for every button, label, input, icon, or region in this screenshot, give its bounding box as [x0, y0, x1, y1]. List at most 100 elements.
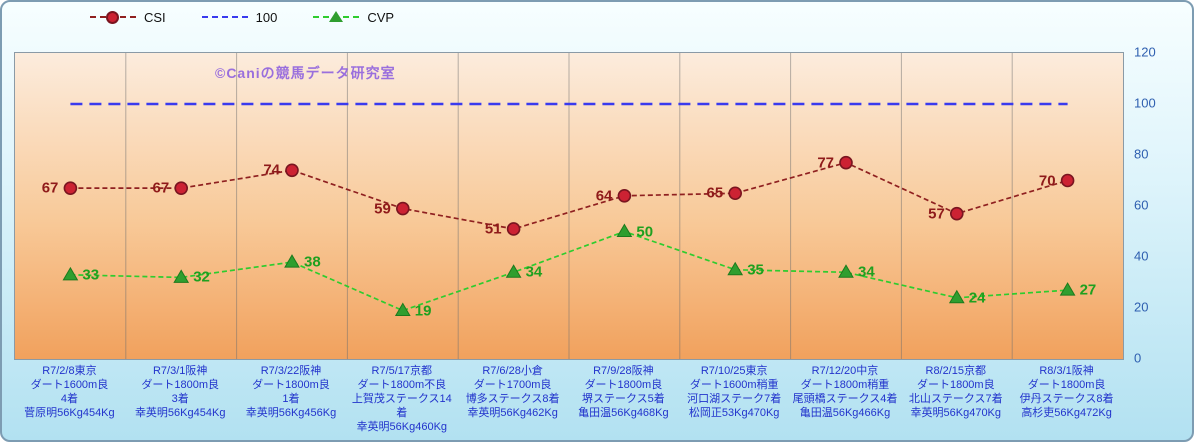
csi-marker — [617, 189, 632, 203]
csi-value-label: 57 — [928, 205, 945, 223]
csi-line-marker-icon — [90, 10, 136, 25]
x-category-label: R8/2/15京都 ダート1800m良 北山ステークス7着 幸英明56Kg470Kg — [900, 364, 1011, 434]
y-tick-label: 20 — [1134, 299, 1149, 315]
x-category-line: R7/3/22阪神 — [260, 365, 322, 377]
x-category-line: R7/2/8東京 — [42, 365, 97, 377]
y-tick-label: 80 — [1134, 146, 1149, 162]
y-tick-label: 0 — [1134, 350, 1142, 366]
cvp-marker — [948, 289, 965, 304]
cvp-marker — [284, 254, 300, 268]
x-category-line: 3着 — [171, 393, 189, 405]
x-category-line: R7/9/28阪神 — [593, 365, 654, 377]
x-category-line: 幸英明56Kg456Kg — [245, 407, 337, 419]
x-category-line: ダート1800m良 — [141, 379, 220, 391]
cvp-value-label: 32 — [193, 268, 210, 286]
csi-value-label: 59 — [374, 200, 391, 218]
x-category-line: 河口湖ステーク7着 — [687, 393, 782, 405]
x-category-line: R8/2/15京都 — [925, 365, 987, 377]
watermark: ©Caniの競馬データ研究室 — [215, 65, 396, 81]
x-category-label: R7/12/20中京 ダート1800m稍重 尾頭橋ステークス4着 亀田温56Kg466… — [790, 364, 901, 434]
x-category-line: ダート1600m稍重 — [689, 379, 779, 391]
cvp-marker — [173, 269, 190, 283]
x-category-line: R8/3/1阪神 — [1039, 365, 1094, 377]
x-category-line: 幸英明56Kg462Kg — [467, 407, 558, 419]
x-category-label: R7/6/28小倉 ダート1700m良 博多ステークス8着 幸英明56Kg462Kg — [457, 364, 568, 434]
chart-legend: CSI 100 CVP — [90, 10, 394, 25]
cvp-marker — [394, 302, 411, 317]
x-category-label: R7/2/8東京 ダート1600m良 4着 菅原明56Kg454Kg — [14, 364, 125, 434]
csi-marker — [728, 186, 743, 201]
x-category-line: R7/5/17京都 — [371, 365, 433, 377]
cvp-value-label: 34 — [858, 263, 875, 281]
csi-value-label: 70 — [1038, 172, 1056, 189]
x-category-line: 亀田温56Kg466Kg — [799, 407, 891, 419]
cvp-marker — [505, 264, 522, 278]
y-tick-label: 120 — [1134, 44, 1156, 60]
x-category-line: R7/10/25東京 — [700, 365, 768, 377]
x-category-line: 尾頭橋ステークス4着 — [792, 393, 898, 405]
x-category-line: 4着 — [60, 393, 78, 405]
x-category-label: R7/10/25東京 ダート1600m稍重 河口湖ステーク7着 松岡正53Kg470K… — [679, 364, 790, 434]
x-category-label: R7/9/28阪神 ダート1800m良 堺ステークス5着 亀田温56Kg468Kg — [568, 364, 679, 434]
x-category-line: R7/12/20中京 — [811, 365, 879, 377]
cvp-value-label: 24 — [968, 289, 986, 307]
csi-value-label: 67 — [152, 179, 170, 197]
x-category-line: 幸英明56Kg460Kg — [356, 421, 448, 433]
csi-value-label: 67 — [41, 179, 59, 197]
plot-area: ©Caniの競馬データ研究室 67 67 74 59 51 64 65 77 57 70 33 32 3… — [14, 52, 1124, 360]
cvp-value-label: 34 — [525, 263, 543, 281]
legend-item-csi: CSI — [90, 10, 166, 25]
x-category-label: R7/3/1阪神 ダート1800m良 3着 幸英明56Kg454Kg — [125, 364, 236, 434]
csi-value-label: 64 — [595, 187, 613, 205]
cvp-marker — [727, 261, 744, 276]
x-category-line: ダート1800m不良 — [357, 379, 447, 391]
csi-marker — [506, 222, 521, 236]
cvp-value-label: 27 — [1079, 281, 1097, 299]
x-category-label: R7/3/22阪神 ダート1800m良 1着幸英明56Kg456Kg — [236, 364, 347, 434]
cvp-marker — [616, 223, 633, 237]
x-category-line: 1着 — [282, 393, 300, 405]
chart-canvas — [62, 53, 1076, 359]
ref-line-icon — [201, 10, 248, 25]
x-category-line: 堺ステークス5着 — [581, 393, 665, 405]
x-category-line: 幸英明56Kg470Kg — [910, 407, 1002, 419]
csi-marker — [1060, 173, 1075, 188]
cvp-marker — [838, 264, 854, 278]
x-category-line: ダート1800m良 — [252, 379, 330, 391]
csi-value-label: 77 — [817, 154, 834, 172]
csi-marker — [949, 206, 964, 221]
csi-value-label: 65 — [706, 184, 724, 202]
legend-item-cvp: CVP — [313, 10, 394, 25]
x-category-line: ダート1700m良 — [473, 379, 552, 391]
csi-marker — [395, 201, 410, 216]
x-category-line: 北山ステークス7着 — [908, 393, 1003, 405]
x-category-line: ダート1800m良 — [916, 379, 995, 391]
x-category-line: 菅原明56Kg454Kg — [24, 407, 115, 419]
csi-circle-icon — [106, 11, 119, 24]
x-category-line: 上賀茂ステークス14着 — [351, 393, 452, 419]
cvp-marker — [1059, 282, 1076, 296]
x-category-line: R7/6/28小倉 — [482, 365, 543, 377]
cvp-marker — [62, 266, 79, 281]
csi-value-label: 51 — [484, 220, 502, 238]
csi-marker — [285, 163, 299, 178]
x-category-line: R7/3/1阪神 — [152, 365, 208, 377]
x-category-label: R8/3/1阪神 ダート1800m良 伊丹ステークス8着 高杉吏56Kg472Kg — [1011, 364, 1122, 434]
y-tick-label: 100 — [1134, 95, 1156, 111]
x-category-line: 博多ステークス8着 — [465, 393, 560, 405]
csi-marker — [63, 181, 78, 195]
legend-item-100: 100 — [201, 10, 277, 25]
csi-value-label: 74 — [263, 161, 280, 179]
csi-marker — [174, 181, 188, 195]
x-category-line: 伊丹ステークス8着 — [1019, 393, 1114, 405]
cvp-value-label: 50 — [636, 223, 654, 240]
cvp-triangle-icon — [329, 11, 344, 22]
x-category-line: ダート1800m良 — [1027, 379, 1106, 391]
cvp-value-label: 38 — [304, 253, 321, 271]
x-category-line: ダート1800m稍重 — [800, 379, 890, 391]
x-category-label: R7/5/17京都ダート1800m不良上賀茂ステークス14着幸英明56Kg460… — [346, 364, 457, 434]
csi-marker — [839, 155, 853, 170]
cvp-value-label: 33 — [82, 266, 100, 284]
cvp-value-label: 35 — [747, 261, 764, 279]
